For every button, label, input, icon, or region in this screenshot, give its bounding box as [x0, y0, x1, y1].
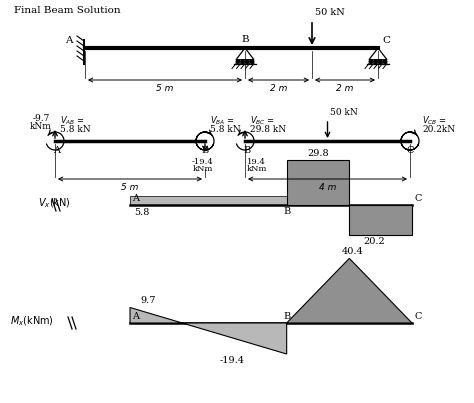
Text: $M_x$(kNm): $M_x$(kNm) [10, 314, 54, 328]
Circle shape [379, 60, 382, 64]
Text: B: B [241, 35, 249, 44]
Text: 20.2kN: 20.2kN [422, 125, 455, 133]
Text: A: A [54, 146, 61, 155]
Text: B: B [243, 146, 251, 155]
Text: $V_x$(kN): $V_x$(kN) [38, 196, 71, 210]
Text: 50 kN: 50 kN [330, 108, 358, 117]
Text: kNm: kNm [193, 165, 213, 173]
Text: 50 kN: 50 kN [315, 8, 345, 17]
Text: 19.4: 19.4 [247, 158, 266, 166]
Text: 5.8: 5.8 [134, 208, 149, 217]
Text: $V_{BC}$ =: $V_{BC}$ = [250, 115, 275, 127]
Circle shape [383, 60, 387, 64]
Text: 5.8 kN: 5.8 kN [210, 125, 241, 133]
Circle shape [246, 60, 249, 64]
Text: -19.4: -19.4 [219, 356, 244, 365]
Text: $V_{AB}$ =: $V_{AB}$ = [60, 115, 85, 127]
Text: B: B [283, 207, 290, 216]
Circle shape [369, 60, 373, 64]
Text: 20.2: 20.2 [364, 237, 385, 246]
Text: C: C [382, 36, 390, 45]
Text: Final Beam Solution: Final Beam Solution [14, 6, 120, 15]
Polygon shape [349, 205, 412, 235]
Circle shape [241, 60, 245, 64]
Text: 29.8: 29.8 [307, 149, 329, 158]
Text: 4 m: 4 m [319, 183, 336, 192]
Text: C: C [415, 312, 422, 321]
Text: A: A [65, 36, 73, 45]
Polygon shape [287, 160, 349, 205]
Text: C: C [415, 194, 422, 203]
Text: C: C [406, 146, 414, 155]
Text: $V_{CB}$ =: $V_{CB}$ = [422, 115, 447, 127]
Text: -19.4: -19.4 [192, 158, 214, 166]
Text: 40.4: 40.4 [341, 247, 363, 256]
Text: B: B [283, 312, 290, 321]
Text: 5 m: 5 m [156, 84, 173, 93]
Circle shape [374, 60, 377, 64]
Polygon shape [130, 307, 287, 354]
Text: -9.7: -9.7 [32, 114, 50, 123]
Text: A: A [132, 194, 139, 203]
Text: B: B [201, 146, 209, 155]
Polygon shape [130, 196, 287, 205]
Text: 2 m: 2 m [337, 84, 354, 93]
Text: A: A [132, 312, 139, 321]
Text: 29.8 kN: 29.8 kN [250, 125, 286, 133]
Text: 5.8 kN: 5.8 kN [60, 125, 91, 133]
Text: kNm: kNm [247, 165, 267, 173]
Text: 2 m: 2 m [270, 84, 287, 93]
Text: $V_{BA}$ =: $V_{BA}$ = [210, 115, 235, 127]
Polygon shape [287, 258, 412, 323]
Text: 9.7: 9.7 [140, 297, 156, 305]
Text: 5 m: 5 m [121, 183, 139, 192]
Circle shape [236, 60, 240, 64]
Circle shape [250, 60, 254, 64]
Text: kNm: kNm [30, 122, 52, 131]
